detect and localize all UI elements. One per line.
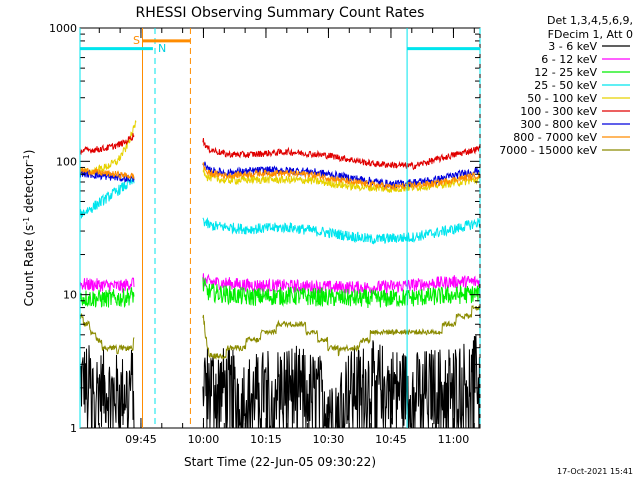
- legend: Det 1,3,4,5,6,9, FDecim 1, Att 0 3 - 6 k…: [499, 14, 633, 157]
- night-label: N: [158, 42, 166, 55]
- series-6-12keV: [79, 273, 481, 296]
- x-tick-label: 10:45: [375, 433, 407, 446]
- series-line-6-seg-1: [79, 133, 135, 155]
- axis-ticks: 1 10 100 1000 09:45 10:00 10:15 10:30 10:45 11:00: [49, 22, 480, 446]
- legend-label: 6 - 12 keV: [541, 53, 597, 66]
- chart-title: RHESSI Observing Summary Count Rates: [136, 5, 425, 21]
- svg-text:Count Rate (s-1 detector-1): Count Rate (s-1 detector-1): [22, 150, 37, 307]
- generation-timestamp: 17-Oct-2021 15:41: [557, 467, 633, 476]
- series-800-7000keV: [79, 162, 481, 191]
- x-tick-label: 10:15: [250, 433, 282, 446]
- legend-header-fdecim: FDecim 1, Att 0: [548, 28, 633, 41]
- plot-area: [79, 120, 481, 429]
- legend-label: 800 - 7000 keV: [513, 131, 597, 144]
- y-tick-label: 100: [56, 155, 77, 168]
- series-7000-15000keV: [79, 304, 481, 360]
- series-line-2-seg-2: [202, 273, 481, 296]
- y-tick-label: 1000: [49, 22, 77, 35]
- series-line-9-seg-2: [202, 304, 481, 360]
- legend-label: 3 - 6 keV: [548, 40, 597, 53]
- series-line-2-seg-1: [79, 277, 135, 293]
- ylabel-base: Count Rate (s: [22, 225, 36, 307]
- x-tick-label: 09:45: [125, 433, 157, 446]
- legend-label: 12 - 25 keV: [534, 66, 597, 79]
- series-line-9-seg-1: [79, 313, 135, 355]
- series-12-25keV: [79, 277, 481, 309]
- legend-label: 100 - 300 keV: [520, 105, 597, 118]
- x-tick-label: 10:00: [188, 433, 220, 446]
- ylabel-mid: detector: [22, 162, 36, 217]
- series-100-300keV: [79, 133, 481, 171]
- ylabel-sup2: -1: [22, 154, 31, 162]
- series-line-8-seg-1: [79, 166, 135, 180]
- y-axis-label: Count Rate (s-1 detector-1): [22, 150, 37, 307]
- legend-label: 7000 - 15000 keV: [499, 144, 597, 157]
- overlay-markers: [79, 28, 481, 428]
- series-line-7-seg-1: [79, 168, 135, 183]
- y-tick-label: 1: [70, 422, 77, 435]
- x-axis-label: Start Time (22-Jun-05 09:30:22): [184, 455, 376, 469]
- legend-label: 50 - 100 keV: [527, 92, 597, 105]
- legend-label: 300 - 800 keV: [520, 118, 597, 131]
- x-tick-label: 10:30: [313, 433, 345, 446]
- series-line-1-seg-2: [202, 334, 481, 429]
- legend-header-detectors: Det 1,3,4,5,6,9,: [547, 14, 633, 27]
- series-line-3-seg-2: [202, 277, 481, 309]
- x-tick-label: 11:00: [438, 433, 470, 446]
- series-line-1-seg-1: [79, 345, 135, 429]
- saa-label: S: [133, 34, 140, 47]
- series-25-50keV: [79, 175, 481, 245]
- ylabel-sup1: -1: [22, 217, 31, 225]
- legend-label: 25 - 50 keV: [534, 79, 597, 92]
- series-3-6keV: [79, 334, 481, 429]
- series-line-4-seg-2: [202, 216, 481, 245]
- series-line-4-seg-1: [79, 175, 135, 219]
- y-tick-label: 10: [63, 289, 77, 302]
- series-50-100keV: [79, 120, 481, 193]
- series-line-3-seg-1: [79, 287, 135, 309]
- ylabel-end: ): [22, 150, 36, 155]
- series-line-6-seg-2: [202, 138, 481, 171]
- series-line-8-seg-2: [202, 162, 481, 191]
